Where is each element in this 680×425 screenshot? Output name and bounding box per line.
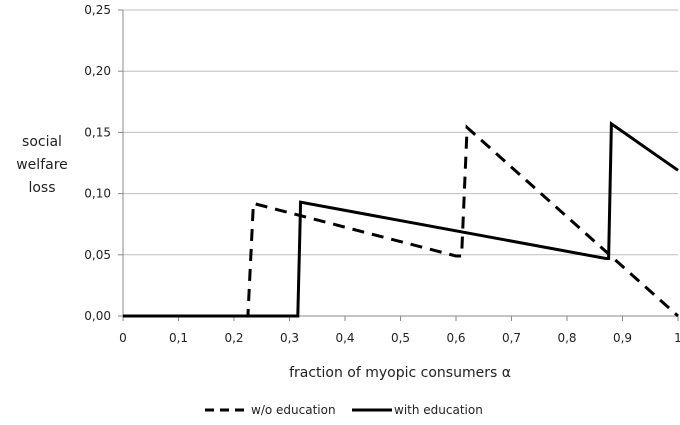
gridlines — [123, 9, 678, 256]
x-tick-label: 0,7 — [502, 331, 521, 345]
x-tick-labels: 0 0,1 0,2 0,3 0,4 0,5 0,6 0,7 0,8 0,9 1 — [119, 316, 680, 345]
y-tick-label: 0,00 — [84, 309, 111, 323]
y-tick-label: 0,05 — [84, 248, 111, 262]
y-tick-labels: 0,00 0,05 0,10 0,15 0,20 0,25 — [84, 3, 123, 323]
x-tick-label: 0 — [119, 331, 127, 345]
x-tick-label: 0,4 — [335, 331, 354, 345]
legend-label-with-education: with education — [394, 403, 483, 417]
legend-label-w-o-education: w/o education — [251, 403, 336, 417]
x-tick-label: 0,8 — [557, 331, 576, 345]
series-lines — [123, 120, 679, 318]
x-tick-label: 0,6 — [446, 331, 465, 345]
x-tick-label: 1 — [674, 331, 680, 345]
y-axis-label-line-1: social — [22, 134, 62, 150]
y-tick-label: 0,20 — [84, 64, 111, 78]
y-tick-label: 0,15 — [84, 125, 111, 139]
x-tick-label: 0,3 — [280, 331, 299, 345]
y-tick-label: 0,25 — [84, 3, 111, 17]
y-axis-label-line-3: loss — [28, 180, 55, 196]
x-tick-label: 0,5 — [391, 331, 410, 345]
y-tick-label: 0,10 — [84, 187, 111, 201]
y-axis-label-line-2: welfare — [16, 157, 68, 173]
x-axis-label: fraction of myopic consumers α — [289, 365, 511, 381]
axes — [122, 10, 678, 317]
series-line-with-education — [123, 120, 679, 318]
legend: w/o education with education — [205, 403, 483, 417]
x-tick-label: 0,2 — [224, 331, 243, 345]
x-tick-label: 0,9 — [613, 331, 632, 345]
x-tick-label: 0,1 — [169, 331, 188, 345]
